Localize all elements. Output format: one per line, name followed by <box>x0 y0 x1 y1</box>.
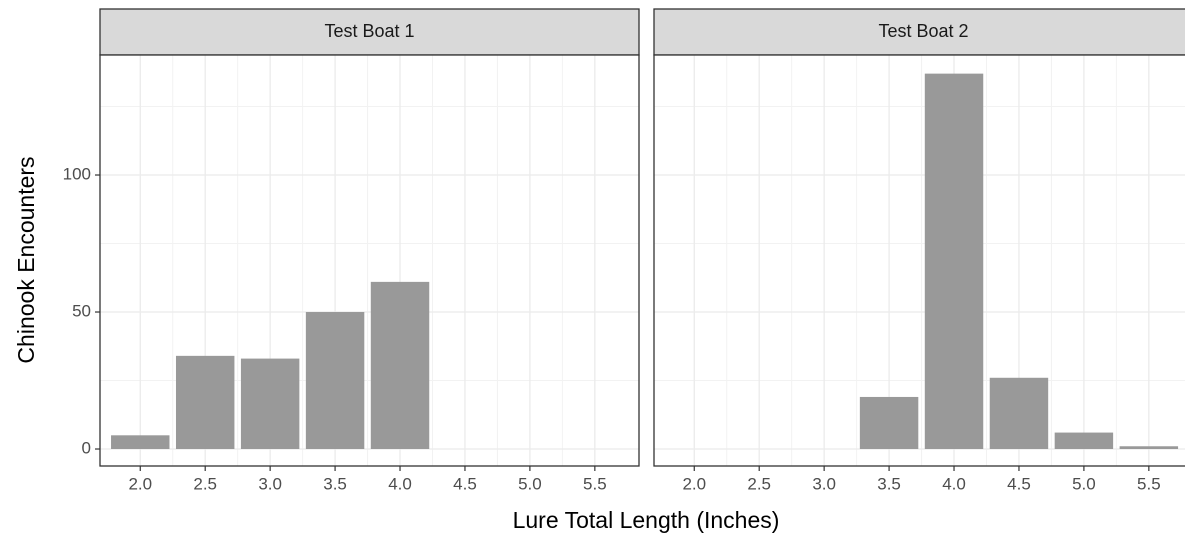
x-tick-label: 5.0 <box>1072 474 1096 493</box>
x-tick-label: 4.5 <box>453 474 477 493</box>
x-tick-label: 5.5 <box>583 474 607 493</box>
x-tick-label: 3.0 <box>258 474 282 493</box>
x-tick-label: 4.0 <box>942 474 966 493</box>
x-tick-label: 3.0 <box>812 474 836 493</box>
y-axis-title: Chinook Encounters <box>13 156 39 363</box>
bar <box>1054 432 1114 450</box>
bar <box>370 281 430 450</box>
y-tick-label: 100 <box>63 164 91 183</box>
y-tick-label: 50 <box>72 301 91 320</box>
x-tick-label: 4.0 <box>388 474 412 493</box>
strip-title: Test Boat 1 <box>324 21 414 41</box>
panel-border <box>653 54 1185 467</box>
bar <box>1119 446 1179 450</box>
x-tick-label: 2.5 <box>193 474 217 493</box>
x-tick-label: 3.5 <box>877 474 901 493</box>
x-tick-label: 5.0 <box>518 474 542 493</box>
bar <box>240 358 300 450</box>
strip <box>99 8 640 56</box>
panel-border <box>99 54 640 467</box>
x-tick-label: 4.5 <box>1007 474 1031 493</box>
strip-title: Test Boat 2 <box>878 21 968 41</box>
bar <box>111 435 170 450</box>
bar <box>989 377 1049 450</box>
bar <box>924 73 984 450</box>
panel-background <box>654 55 1185 466</box>
bar <box>305 312 365 450</box>
x-axis-title: Lure Total Length (Inches) <box>513 507 780 533</box>
x-tick-label: 2.0 <box>128 474 152 493</box>
y-tick-label: 0 <box>82 438 91 457</box>
x-tick-label: 2.0 <box>682 474 706 493</box>
bar <box>859 396 919 450</box>
bar <box>175 355 235 450</box>
x-tick-label: 2.5 <box>747 474 771 493</box>
x-tick-label: 5.5 <box>1137 474 1161 493</box>
x-tick-label: 3.5 <box>323 474 347 493</box>
